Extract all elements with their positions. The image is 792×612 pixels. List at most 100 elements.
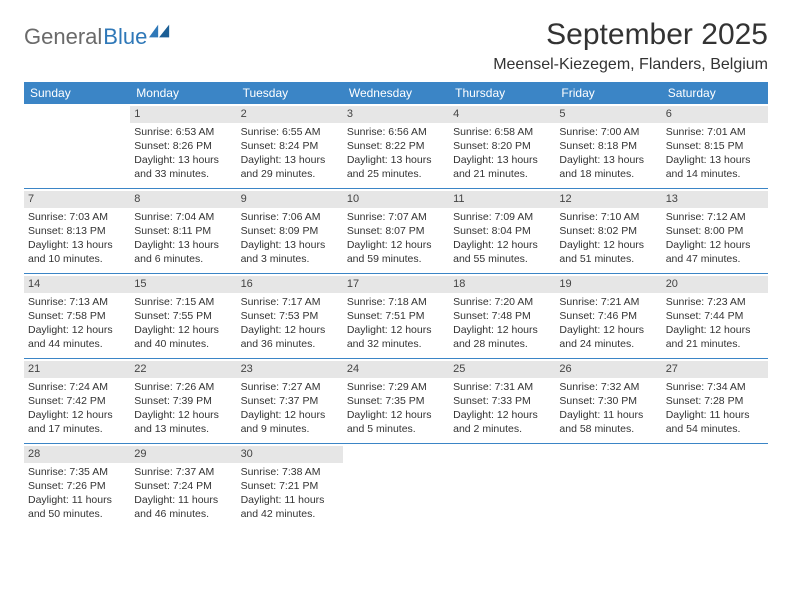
sunrise-line: Sunrise: 6:55 AM — [241, 125, 339, 139]
empty-cell — [449, 444, 555, 528]
daylight-line: Daylight: 13 hours and 33 minutes. — [134, 153, 232, 181]
calendar-grid: SundayMondayTuesdayWednesdayThursdayFrid… — [24, 82, 768, 528]
day-name: Sunday — [24, 82, 130, 104]
day-cell: 21Sunrise: 7:24 AMSunset: 7:42 PMDayligh… — [24, 359, 130, 443]
daylight-line: Daylight: 12 hours and 55 minutes. — [453, 238, 551, 266]
sunrise-line: Sunrise: 7:21 AM — [559, 295, 657, 309]
date-number: 12 — [555, 191, 661, 208]
sunrise-line: Sunrise: 6:53 AM — [134, 125, 232, 139]
date-number: 7 — [24, 191, 130, 208]
sunrise-line: Sunrise: 7:09 AM — [453, 210, 551, 224]
sunrise-line: Sunrise: 7:13 AM — [28, 295, 126, 309]
sunrise-line: Sunrise: 7:15 AM — [134, 295, 232, 309]
logo: General Blue — [24, 24, 171, 50]
day-cell: 1Sunrise: 6:53 AMSunset: 8:26 PMDaylight… — [130, 104, 236, 188]
day-name: Monday — [130, 82, 236, 104]
daylight-line: Daylight: 13 hours and 18 minutes. — [559, 153, 657, 181]
day-cell: 20Sunrise: 7:23 AMSunset: 7:44 PMDayligh… — [662, 274, 768, 358]
day-cell: 14Sunrise: 7:13 AMSunset: 7:58 PMDayligh… — [24, 274, 130, 358]
daylight-line: Daylight: 12 hours and 13 minutes. — [134, 408, 232, 436]
date-number: 6 — [662, 106, 768, 123]
date-number: 25 — [449, 361, 555, 378]
day-cell: 9Sunrise: 7:06 AMSunset: 8:09 PMDaylight… — [237, 189, 343, 273]
week-row: 14Sunrise: 7:13 AMSunset: 7:58 PMDayligh… — [24, 274, 768, 359]
daylight-line: Daylight: 13 hours and 14 minutes. — [666, 153, 764, 181]
day-name: Wednesday — [343, 82, 449, 104]
daylight-line: Daylight: 13 hours and 10 minutes. — [28, 238, 126, 266]
sunrise-line: Sunrise: 7:24 AM — [28, 380, 126, 394]
sunset-line: Sunset: 7:42 PM — [28, 394, 126, 408]
daylight-line: Daylight: 13 hours and 6 minutes. — [134, 238, 232, 266]
daylight-line: Daylight: 12 hours and 5 minutes. — [347, 408, 445, 436]
daylight-line: Daylight: 13 hours and 21 minutes. — [453, 153, 551, 181]
sunset-line: Sunset: 7:51 PM — [347, 309, 445, 323]
date-number: 20 — [662, 276, 768, 293]
sunset-line: Sunset: 7:24 PM — [134, 479, 232, 493]
logo-text-general: General — [24, 24, 102, 50]
sunset-line: Sunset: 8:20 PM — [453, 139, 551, 153]
day-name: Saturday — [662, 82, 768, 104]
day-cell: 11 Sunrise: 7:09 AMSunset: 8:04 PMDayligh… — [449, 189, 555, 273]
sunset-line: Sunset: 8:04 PM — [453, 224, 551, 238]
date-number: 30 — [237, 446, 343, 463]
date-number: 11 — [449, 191, 555, 208]
date-number: 5 — [555, 106, 661, 123]
logo-text-blue: Blue — [103, 24, 147, 50]
date-number: 10 — [343, 191, 449, 208]
day-cell: 19Sunrise: 7:21 AMSunset: 7:46 PMDayligh… — [555, 274, 661, 358]
daylight-line: Daylight: 12 hours and 24 minutes. — [559, 323, 657, 351]
date-number: 18 — [449, 276, 555, 293]
sunset-line: Sunset: 7:44 PM — [666, 309, 764, 323]
sunrise-line: Sunrise: 7:27 AM — [241, 380, 339, 394]
sunrise-line: Sunrise: 7:29 AM — [347, 380, 445, 394]
sunrise-line: Sunrise: 7:32 AM — [559, 380, 657, 394]
sunset-line: Sunset: 8:09 PM — [241, 224, 339, 238]
sunrise-line: Sunrise: 7:31 AM — [453, 380, 551, 394]
daylight-line: Daylight: 12 hours and 40 minutes. — [134, 323, 232, 351]
day-cell: 16Sunrise: 7:17 AMSunset: 7:53 PMDayligh… — [237, 274, 343, 358]
sunset-line: Sunset: 8:11 PM — [134, 224, 232, 238]
date-number: 4 — [449, 106, 555, 123]
title-block: September 2025 Meensel-Kiezegem, Flander… — [493, 18, 768, 74]
daylight-line: Daylight: 11 hours and 54 minutes. — [666, 408, 764, 436]
daylight-line: Daylight: 13 hours and 25 minutes. — [347, 153, 445, 181]
sunrise-line: Sunrise: 7:10 AM — [559, 210, 657, 224]
daylight-line: Daylight: 12 hours and 47 minutes. — [666, 238, 764, 266]
day-cell: 30Sunrise: 7:38 AMSunset: 7:21 PMDayligh… — [237, 444, 343, 528]
date-number: 14 — [24, 276, 130, 293]
empty-cell — [555, 444, 661, 528]
sunrise-line: Sunrise: 7:35 AM — [28, 465, 126, 479]
day-cell: 26Sunrise: 7:32 AMSunset: 7:30 PMDayligh… — [555, 359, 661, 443]
sunset-line: Sunset: 8:22 PM — [347, 139, 445, 153]
day-cell: 18Sunrise: 7:20 AMSunset: 7:48 PMDayligh… — [449, 274, 555, 358]
day-cell: 22Sunrise: 7:26 AMSunset: 7:39 PMDayligh… — [130, 359, 236, 443]
sunrise-line: Sunrise: 7:03 AM — [28, 210, 126, 224]
day-cell: 8Sunrise: 7:04 AMSunset: 8:11 PMDaylight… — [130, 189, 236, 273]
day-cell: 3Sunrise: 6:56 AMSunset: 8:22 PMDaylight… — [343, 104, 449, 188]
header: General Blue September 2025 Meensel-Kiez… — [24, 18, 768, 74]
empty-cell — [662, 444, 768, 528]
sunset-line: Sunset: 8:02 PM — [559, 224, 657, 238]
day-cell: 10Sunrise: 7:07 AMSunset: 8:07 PMDayligh… — [343, 189, 449, 273]
sunrise-line: Sunrise: 7:20 AM — [453, 295, 551, 309]
day-cell: 12Sunrise: 7:10 AMSunset: 8:02 PMDayligh… — [555, 189, 661, 273]
sunrise-line: Sunrise: 7:18 AM — [347, 295, 445, 309]
date-number: 13 — [662, 191, 768, 208]
empty-cell — [343, 444, 449, 528]
day-cell: 15Sunrise: 7:15 AMSunset: 7:55 PMDayligh… — [130, 274, 236, 358]
sunrise-line: Sunrise: 7:04 AM — [134, 210, 232, 224]
day-cell: 5Sunrise: 7:00 AMSunset: 8:18 PMDaylight… — [555, 104, 661, 188]
sunset-line: Sunset: 8:24 PM — [241, 139, 339, 153]
week-row: 1Sunrise: 6:53 AMSunset: 8:26 PMDaylight… — [24, 104, 768, 189]
daylight-line: Daylight: 12 hours and 28 minutes. — [453, 323, 551, 351]
date-number: 28 — [24, 446, 130, 463]
date-number: 22 — [130, 361, 236, 378]
sunrise-line: Sunrise: 6:58 AM — [453, 125, 551, 139]
daylight-line: Daylight: 12 hours and 9 minutes. — [241, 408, 339, 436]
week-row: 7Sunrise: 7:03 AMSunset: 8:13 PMDaylight… — [24, 189, 768, 274]
sunset-line: Sunset: 7:26 PM — [28, 479, 126, 493]
daylight-line: Daylight: 13 hours and 3 minutes. — [241, 238, 339, 266]
date-number: 26 — [555, 361, 661, 378]
day-cell: 13Sunrise: 7:12 AMSunset: 8:00 PMDayligh… — [662, 189, 768, 273]
daylight-line: Daylight: 12 hours and 17 minutes. — [28, 408, 126, 436]
